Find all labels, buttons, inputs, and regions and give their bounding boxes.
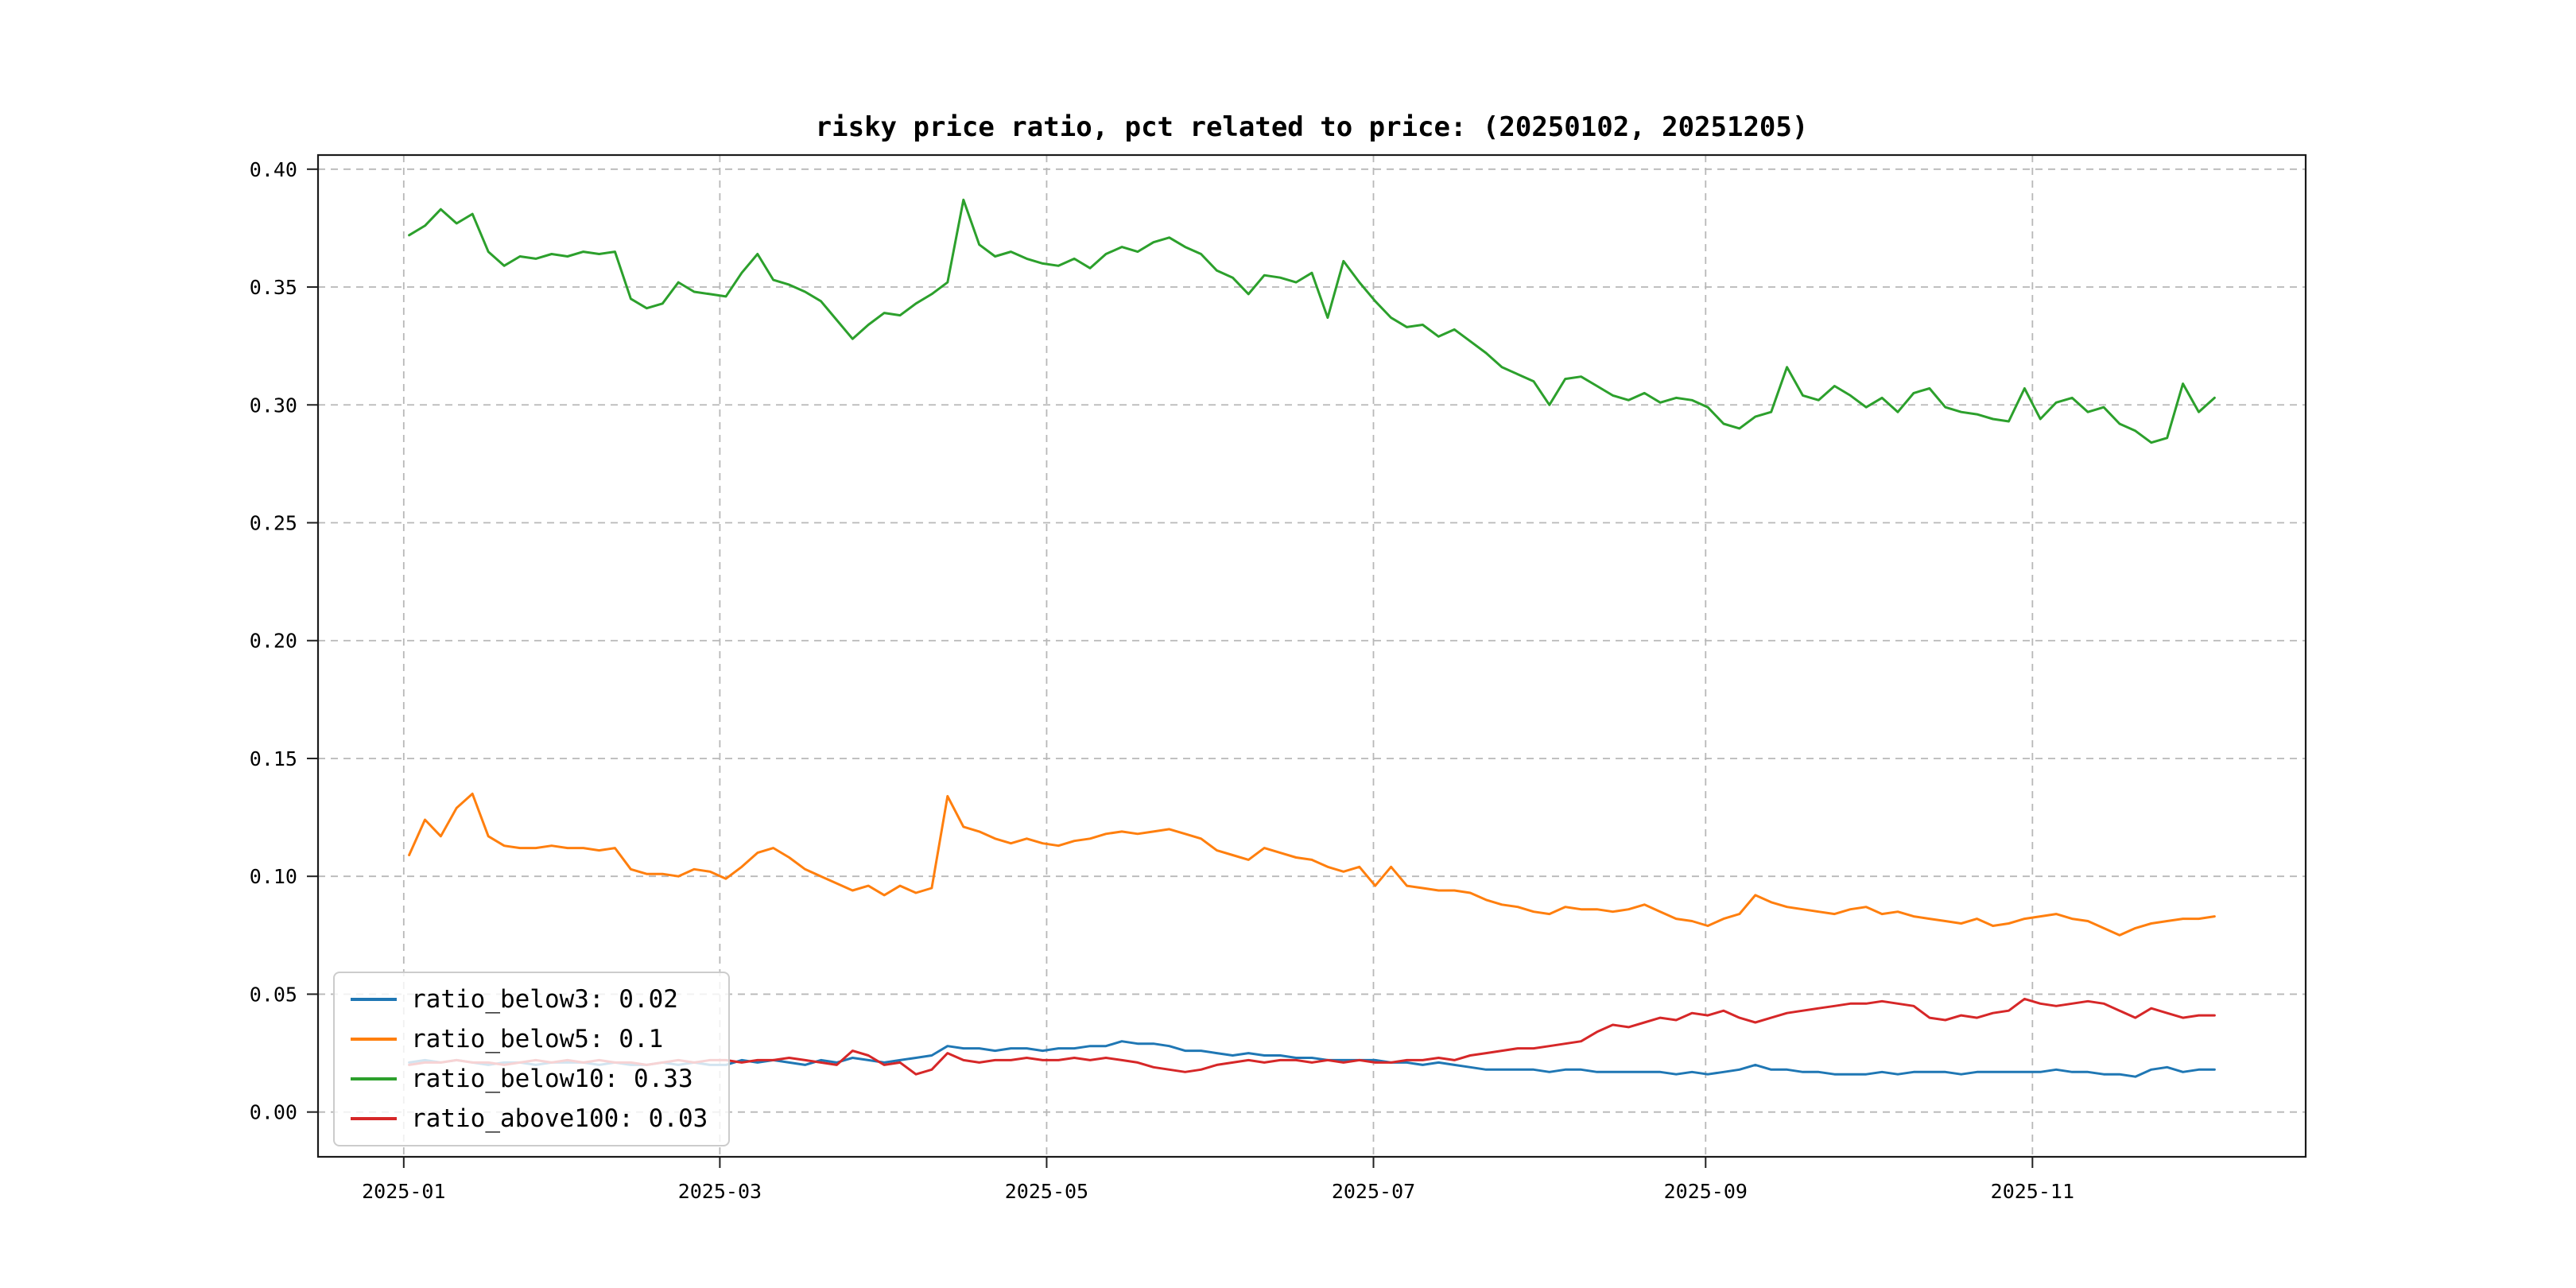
chart-legend: ratio_below3: 0.02 ratio_below5: 0.1 ratio… xyxy=(333,972,731,1146)
y-axis-tick-label: 0.00 xyxy=(250,1101,297,1124)
legend-line-sample xyxy=(351,998,397,1001)
y-axis-tick-label: 0.05 xyxy=(250,983,297,1006)
series-line-ratio_below5 xyxy=(408,792,2216,937)
y-axis-tick-label: 0.35 xyxy=(250,276,297,299)
legend-label: ratio_below10: 0.33 xyxy=(411,1065,693,1093)
y-axis-tick-label: 0.30 xyxy=(250,394,297,417)
series-line-ratio_below10 xyxy=(408,198,2216,444)
y-axis-tick-label: 0.10 xyxy=(250,865,297,888)
x-axis-tick-label: 2025-05 xyxy=(1005,1180,1088,1203)
x-axis-tick-label: 2025-01 xyxy=(362,1180,445,1203)
legend-line-sample xyxy=(351,1117,397,1120)
legend-label: ratio_below3: 0.02 xyxy=(411,985,678,1014)
y-axis-tick-label: 0.25 xyxy=(250,511,297,534)
x-axis-tick-label: 2025-07 xyxy=(1332,1180,1415,1203)
legend-label: ratio_below5: 0.1 xyxy=(411,1025,664,1053)
chart-title: risky price ratio, pct related to price:… xyxy=(815,111,1809,143)
legend-line-sample xyxy=(351,1038,397,1041)
legend-label: ratio_above100: 0.03 xyxy=(411,1104,708,1133)
y-axis-tick-label: 0.15 xyxy=(250,747,297,770)
legend-item-ratio_below5: ratio_below5: 0.1 xyxy=(351,1022,708,1056)
x-axis-tick-label: 2025-11 xyxy=(1991,1180,2074,1203)
x-axis-tick-label: 2025-03 xyxy=(678,1180,762,1203)
x-axis-tick-label: 2025-09 xyxy=(1664,1180,1748,1203)
y-axis-tick-label: 0.40 xyxy=(250,158,297,181)
legend-line-sample xyxy=(351,1077,397,1080)
legend-item-ratio_below3: ratio_below3: 0.02 xyxy=(351,983,708,1016)
y-axis-tick-label: 0.20 xyxy=(250,630,297,653)
legend-item-ratio_above100: ratio_above100: 0.03 xyxy=(351,1102,708,1135)
legend-item-ratio_below10: ratio_below10: 0.33 xyxy=(351,1062,708,1096)
plot-frame xyxy=(316,153,2307,1158)
